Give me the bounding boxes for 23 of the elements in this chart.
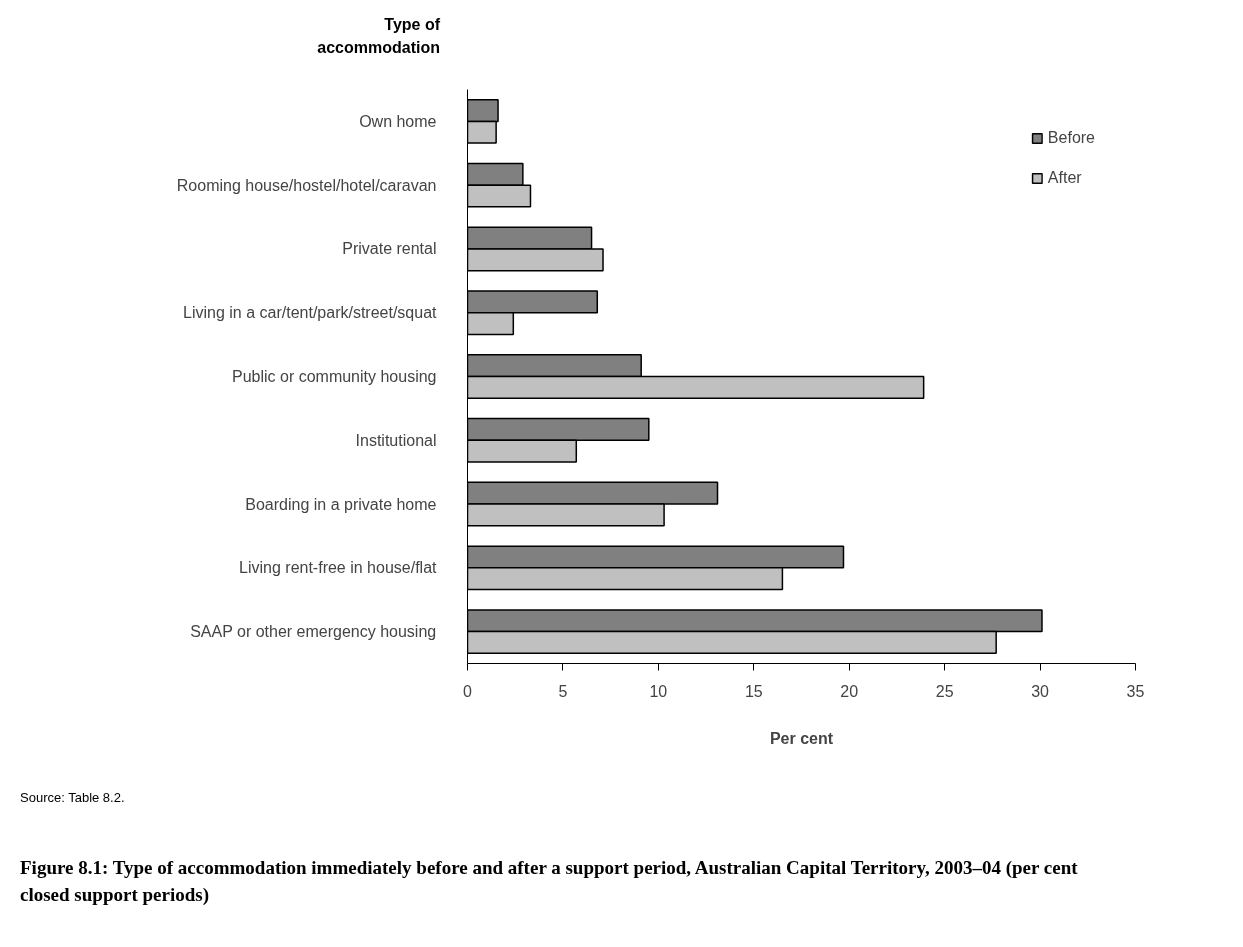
y-tick-label: Institutional [355,431,437,449]
x-tick-label: 20 [840,682,859,700]
text: Figure 8.1: Type of accommodation immediately before and after a support period, Australian Capital Territory, 2003–04 (per cent closed support periods) [20,856,1079,908]
y-tick-label: Boarding in a private home [245,495,437,513]
legend-label: Before [1047,129,1095,147]
y-tick-label: Public or community housing [231,368,437,385]
x-tick-label: 0 [463,682,473,700]
x-tick-label: 10 [649,682,668,700]
x-tick-label: 15 [744,682,763,700]
x-tick-label: 5 [558,682,568,700]
y-axis-title: Type of accommodation [316,15,440,58]
x-tick-label: 35 [1126,682,1145,700]
y-tick-label: Living in a car/tent/park/street/squat [183,304,438,322]
x-tick-label: 25 [935,682,954,700]
x-axis-title: Per cent [769,729,834,747]
y-tick-label: Living rent-free in house/flat [239,559,438,577]
y-tick-label: Own home [359,112,437,130]
legend-label: After [1047,169,1082,187]
y-tick-label: Rooming house/hostel/hotel/caravan [176,176,437,194]
y-tick-label: Private rental [342,240,437,258]
x-tick-label: 30 [1031,682,1050,700]
source-note: Source: Table 8.2. [20,789,125,807]
y-tick-label: SAAP or other emergency housing [190,623,437,641]
